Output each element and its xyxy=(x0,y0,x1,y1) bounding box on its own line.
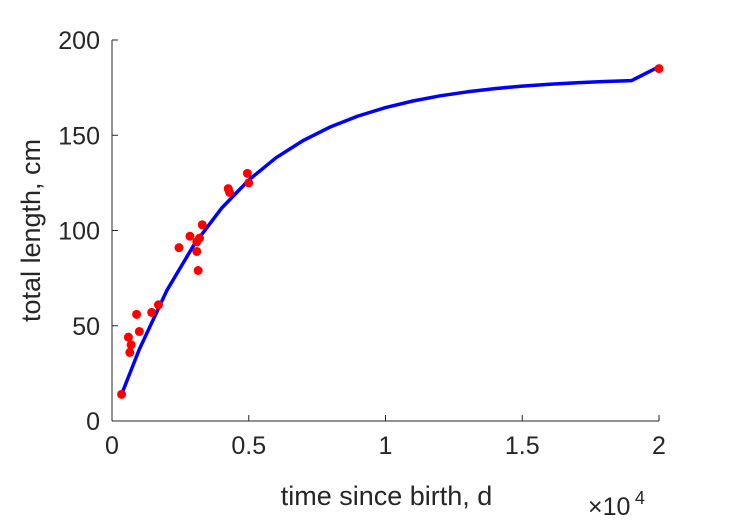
data-point xyxy=(242,168,252,178)
data-point xyxy=(117,389,127,399)
data-point xyxy=(654,64,664,74)
y-tick-label: 50 xyxy=(72,313,100,341)
data-point xyxy=(147,307,157,317)
data-point xyxy=(197,220,207,230)
y-tick-label: 0 xyxy=(86,408,100,436)
data-point xyxy=(126,340,136,350)
y-axis-label: total length, cm xyxy=(16,139,46,322)
data-point xyxy=(192,246,202,256)
x-tick-label: 2 xyxy=(652,432,666,460)
data-point xyxy=(134,326,144,336)
fit-curve-line xyxy=(119,64,661,397)
x-axis-exponent-power: 4 xyxy=(635,488,645,508)
data-point xyxy=(125,347,135,357)
data-point xyxy=(174,243,184,253)
y-tick-label: 100 xyxy=(58,218,100,246)
data-point xyxy=(244,178,254,188)
y-tick-label: 200 xyxy=(58,27,100,55)
data-point xyxy=(185,231,195,241)
data-point xyxy=(225,187,235,197)
data-point xyxy=(123,332,133,342)
x-tick-label: 0.5 xyxy=(231,432,266,460)
x-ticks: 0 0.5 1 1.5 2 xyxy=(105,415,666,460)
data-point xyxy=(193,266,203,276)
x-axis-label: time since birth, d xyxy=(281,481,493,511)
data-point xyxy=(132,309,142,319)
x-tick-label: 0 xyxy=(105,432,119,460)
series-lines xyxy=(119,64,661,397)
data-point xyxy=(195,233,205,243)
x-tick-label: 1 xyxy=(379,432,393,460)
y-ticks: 0 50 100 150 200 xyxy=(58,27,118,436)
series-points xyxy=(117,64,664,399)
x-axis-exponent-label: ×10 4 xyxy=(588,488,645,521)
x-axis-exponent-base: ×10 xyxy=(588,493,630,521)
x-tick-label: 1.5 xyxy=(505,432,540,460)
y-tick-label: 150 xyxy=(58,122,100,150)
data-point xyxy=(153,300,163,310)
